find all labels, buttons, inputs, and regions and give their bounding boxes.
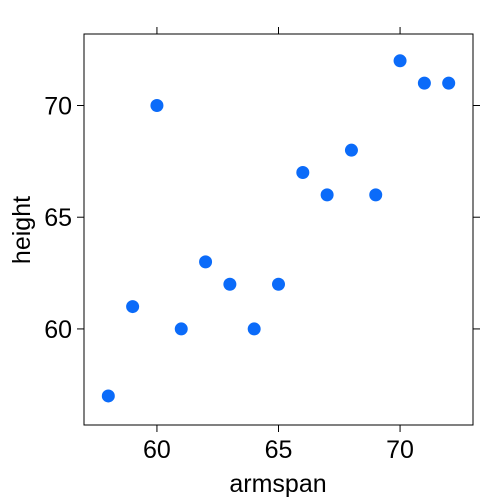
- x-tick-label: 70: [386, 436, 414, 464]
- y-axis-title: height: [8, 196, 36, 264]
- data-point: [126, 300, 140, 314]
- data-point: [344, 143, 358, 157]
- data-point: [150, 98, 164, 112]
- data-point: [101, 389, 115, 403]
- data-point: [247, 322, 261, 336]
- data-point: [296, 166, 310, 180]
- data-point: [320, 188, 334, 202]
- data-point: [174, 322, 188, 336]
- x-axis: 60 65 70: [143, 27, 414, 464]
- data-point: [369, 188, 383, 202]
- data-point: [417, 76, 431, 90]
- data-point: [442, 76, 456, 90]
- data-point: [272, 277, 285, 291]
- x-tick-label: 60: [143, 436, 171, 464]
- y-tick-label: 70: [44, 92, 72, 120]
- y-tick-label: 65: [44, 204, 72, 232]
- x-tick-label: 65: [265, 436, 293, 464]
- data-point: [199, 255, 213, 269]
- plot-frame: [83, 33, 474, 426]
- y-tick-label: 60: [44, 316, 72, 344]
- y-axis: 60 65 70: [44, 92, 480, 344]
- x-axis-title: armspan: [229, 470, 326, 498]
- data-point: [393, 54, 407, 68]
- data-point: [223, 277, 237, 291]
- data-points: [101, 54, 456, 403]
